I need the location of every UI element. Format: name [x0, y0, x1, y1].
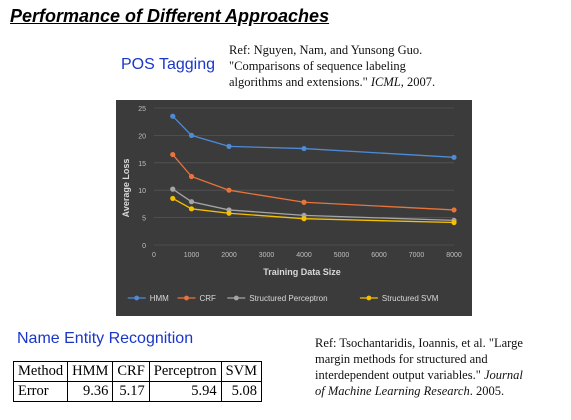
- x-tick-label: 3000: [259, 252, 275, 259]
- x-tick-label: 4000: [296, 252, 312, 259]
- series-line: [172, 115, 455, 158]
- table-row: Error 9.36 5.17 5.94 5.08: [12, 381, 263, 402]
- ner-ref-line-3: interdependent output variables." Journa…: [315, 367, 565, 383]
- y-tick-label: 20: [138, 133, 146, 140]
- legend-swatch-marker: [184, 295, 189, 301]
- legend-label: Structured Perceptron: [249, 294, 327, 303]
- table-header-cell: SVM: [220, 361, 263, 382]
- pos-ref-line-3c: , 2007.: [400, 75, 436, 89]
- data-point: [170, 195, 176, 202]
- pos-ref-line-1: Ref: Nguyen, Nam, and Yunsong Guo.: [229, 43, 423, 57]
- table-cell: 5.08: [220, 381, 263, 402]
- data-point: [170, 186, 176, 192]
- y-tick-label: 25: [138, 106, 146, 113]
- data-point: [226, 210, 232, 216]
- data-point: [188, 199, 195, 205]
- table-cell: 9.36: [67, 381, 114, 402]
- legend-label: CRF: [200, 294, 217, 303]
- data-point: [226, 143, 232, 149]
- table-header-cell: Method: [12, 361, 69, 382]
- data-point: [226, 187, 232, 193]
- data-point: [301, 145, 307, 152]
- ner-ref-line-2: margin methods for structured and: [315, 352, 488, 366]
- ner-ref-journal-1: Journal: [483, 368, 523, 382]
- x-tick-label: 0: [152, 252, 156, 259]
- legend-swatch-marker: [366, 295, 372, 301]
- pos-loss-chart: 0 5 10 15 20 25 0 1000 2000 3000 4000 5000 6000 7000 8…: [116, 100, 472, 316]
- table-header-cell: CRF: [112, 361, 150, 382]
- legend-swatch-marker: [233, 295, 239, 301]
- data-point: [301, 199, 307, 205]
- ner-reference: Ref: Tsochantaridis, Ioannis, et al. "La…: [315, 335, 565, 399]
- pos-ref-line-3a: algorithms and extensions.": [229, 75, 371, 89]
- ner-ref-line-1: Ref: Tsochantaridis, Ioannis, et al. "La…: [315, 336, 523, 350]
- data-point: [170, 151, 176, 158]
- ner-ref-line-4: of Machine Learning Research. 2005.: [315, 383, 565, 399]
- y-tick-label: 10: [138, 188, 146, 195]
- legend-label: Structured SVM: [382, 294, 439, 303]
- x-tick-label: 7000: [409, 252, 425, 259]
- y-tick-label: 0: [142, 243, 146, 250]
- data-point: [451, 219, 457, 226]
- chart-svg: 0 5 10 15 20 25 0 1000 2000 3000 4000 5000 6000 7000 8…: [121, 106, 462, 303]
- pos-reference: Ref: Nguyen, Nam, and Yunsong Guo. "Comp…: [229, 42, 559, 90]
- table-cell: 5.17: [112, 381, 150, 402]
- chart-series: [170, 113, 457, 226]
- table-cell: Error: [12, 381, 69, 402]
- pos-ref-line-2: "Comparisons of sequence labeling: [229, 59, 406, 73]
- x-tick-label: 8000: [446, 252, 462, 259]
- x-tick-label: 5000: [334, 252, 350, 259]
- data-point: [451, 207, 457, 213]
- ner-label: Name Entity Recognition: [17, 330, 194, 347]
- legend-label: HMM: [150, 294, 169, 303]
- table-header-cell: HMM: [67, 361, 114, 382]
- pos-tagging-label: POS Tagging: [121, 56, 215, 73]
- table-header-row: Method HMM CRF Perceptron SVM: [12, 361, 263, 382]
- series-line: [172, 188, 455, 221]
- y-axis-label: Average Loss: [121, 159, 131, 218]
- data-point: [170, 113, 176, 119]
- chart-gridlines: [154, 107, 454, 246]
- ner-ref-year: . 2005.: [469, 384, 505, 398]
- y-tick-label: 15: [138, 161, 146, 168]
- legend-swatch-marker: [134, 295, 140, 301]
- x-axis-label: Training Data Size: [263, 267, 341, 277]
- ner-ref-journal-2: of Machine Learning Research: [315, 384, 470, 398]
- pos-ref-line-3: algorithms and extensions." ICML, 2007.: [229, 74, 559, 90]
- data-point: [451, 154, 457, 160]
- data-point: [188, 206, 195, 212]
- ner-results-table: Method HMM CRF Perceptron SVM Error 9.36…: [12, 361, 263, 402]
- y-tick-label: 5: [142, 216, 146, 223]
- data-point: [188, 173, 195, 180]
- ner-ref-line-3a: interdependent output variables.": [315, 368, 484, 382]
- chart-legend: HMM CRF Structured Perceptron Structured SV…: [127, 294, 439, 303]
- table-header-cell: Perceptron: [148, 361, 222, 382]
- chart-axes: 0 5 10 15 20 25 0 1000 2000 3000 4000 5000 6000 7000 8…: [138, 106, 462, 259]
- slide-title: Performance of Different Approaches: [10, 6, 330, 26]
- x-tick-label: 1000: [184, 252, 200, 259]
- x-tick-label: 2000: [221, 252, 237, 259]
- data-point: [301, 216, 307, 222]
- table-cell: 5.94: [148, 381, 222, 402]
- x-tick-label: 6000: [371, 252, 387, 259]
- data-point: [188, 132, 195, 138]
- pos-ref-venue: ICML: [370, 75, 401, 89]
